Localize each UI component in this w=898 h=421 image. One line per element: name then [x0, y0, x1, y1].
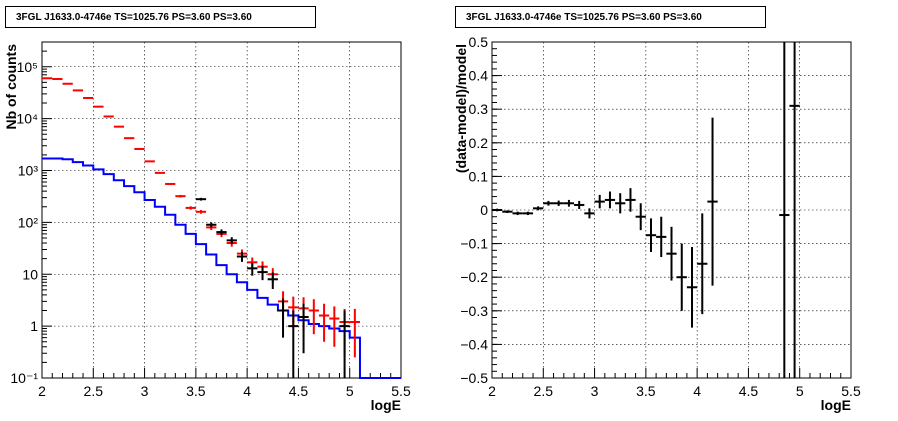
y-tick-label: 10: [22, 266, 38, 282]
data-point: [154, 171, 166, 174]
plot-frame: [41, 41, 402, 379]
y-tick-label: 0.4: [469, 68, 489, 84]
x-tick-label: 3.5: [186, 383, 206, 399]
y-tick-label: 10³: [18, 163, 39, 179]
data-point: [216, 229, 227, 236]
residual-point: [789, 42, 800, 378]
y-tick-label: −0.1: [460, 236, 488, 252]
residual-point: [779, 42, 790, 378]
residual-point: [656, 216, 667, 258]
x-tick-label: 3: [591, 383, 599, 399]
data-point: [144, 160, 155, 163]
y-axis-label: Nb of counts: [3, 44, 19, 130]
plot-panel-2: 2 2.5 3 3.5 4 4.5 5 5.5 −0.5 −0.4 −0.3 −0.2 −0.1 0 0.1…: [453, 34, 861, 413]
data-point: [298, 303, 309, 354]
data-point: [165, 182, 176, 185]
residual-point: [492, 208, 503, 212]
residual-point: [594, 194, 605, 209]
x-tick-label: 5: [796, 383, 804, 399]
residual-point: [553, 200, 564, 206]
x-tick-label: 3: [141, 383, 149, 399]
residual-point: [543, 200, 554, 206]
y-tick-label: 10⁴: [16, 111, 38, 127]
residual-point: [533, 206, 544, 211]
data-point: [329, 306, 340, 347]
residual-point: [666, 226, 677, 281]
residual-point: [584, 208, 595, 219]
y-tick-label: −0.5: [460, 370, 488, 386]
data-point: [113, 125, 125, 128]
x-tick-label: 4.5: [289, 383, 309, 399]
residual-point: [697, 213, 708, 315]
residual-point: [625, 188, 636, 212]
x-tick-label: 5.5: [391, 383, 411, 399]
data-point: [288, 310, 299, 378]
data-point: [318, 303, 330, 342]
x-tick-label: 4: [243, 383, 251, 399]
x-tick-label: 5: [346, 383, 354, 399]
x-tick-label: 2: [38, 383, 46, 399]
residual-point: [635, 203, 646, 231]
data-point: [124, 137, 135, 140]
x-tick-label: 4.5: [739, 383, 759, 399]
x-tick-label: 3.5: [636, 383, 656, 399]
residual-point: [502, 210, 513, 214]
x-axis-label: logE: [371, 397, 401, 413]
plot-panel-1: 2 2.5 3 3.5 4 4.5 5 5.5 10⁻¹ 1 10 10² 10³ 10⁴ 10⁵ logE N…: [3, 41, 411, 413]
x-tick-label: 2: [488, 383, 496, 399]
data-point: [206, 222, 217, 228]
left-chart-title: 3FGL J1633.0-4746e TS=1025.76 PS=3.60 PS…: [5, 6, 316, 28]
y-tick-label: 0.5: [469, 34, 489, 50]
x-tick-label: 5.5: [841, 383, 861, 399]
data-point: [185, 206, 196, 210]
residual-point: [686, 246, 698, 328]
data-point: [175, 194, 186, 198]
data-point: [267, 272, 278, 289]
y-tick-label: 0.1: [469, 168, 489, 184]
right-chart-title: 3FGL J1633.0-4746e TS=1025.76 PS=3.60 PS…: [455, 6, 766, 28]
data-point: [277, 298, 289, 338]
residual-point: [512, 211, 523, 216]
residual-point: [522, 211, 534, 216]
y-tick-label: 10⁻¹: [10, 370, 38, 386]
y-tick-label: 0.3: [469, 101, 489, 117]
data-point: [134, 147, 145, 150]
data-point: [195, 210, 207, 214]
data-point: [339, 310, 350, 378]
y-tick-label: 10⁵: [17, 59, 38, 75]
data-point: [257, 266, 268, 281]
residual-point: [615, 193, 626, 214]
data-point: [226, 237, 237, 244]
y-tick-label: 0.2: [469, 135, 489, 151]
data-point: [236, 252, 248, 262]
residual-point: [676, 243, 687, 311]
y-tick-label: −0.3: [460, 303, 488, 319]
y-tick-label: −0.4: [460, 336, 488, 352]
x-tick-label: 2.5: [84, 383, 104, 399]
x-axis-label: logE: [821, 397, 851, 413]
y-tick-label: −0.2: [460, 269, 488, 285]
y-tick-label: 0: [480, 202, 488, 218]
x-tick-label: 2.5: [534, 383, 554, 399]
residual-point: [574, 200, 585, 209]
y-tick-label: 1: [30, 318, 38, 334]
x-tick-label: 4: [693, 383, 701, 399]
y-axis-label: (data-model)/model: [453, 44, 469, 173]
residual-point: [563, 199, 575, 207]
model-step-line: [42, 157, 401, 379]
residual-point: [645, 218, 657, 252]
data-point: [247, 262, 258, 276]
data-point: [308, 299, 319, 335]
y-tick-label: 10²: [18, 214, 39, 230]
residual-point: [604, 191, 616, 209]
data-point: [195, 197, 207, 201]
residual-point: [707, 117, 718, 286]
data-point: [349, 308, 360, 358]
